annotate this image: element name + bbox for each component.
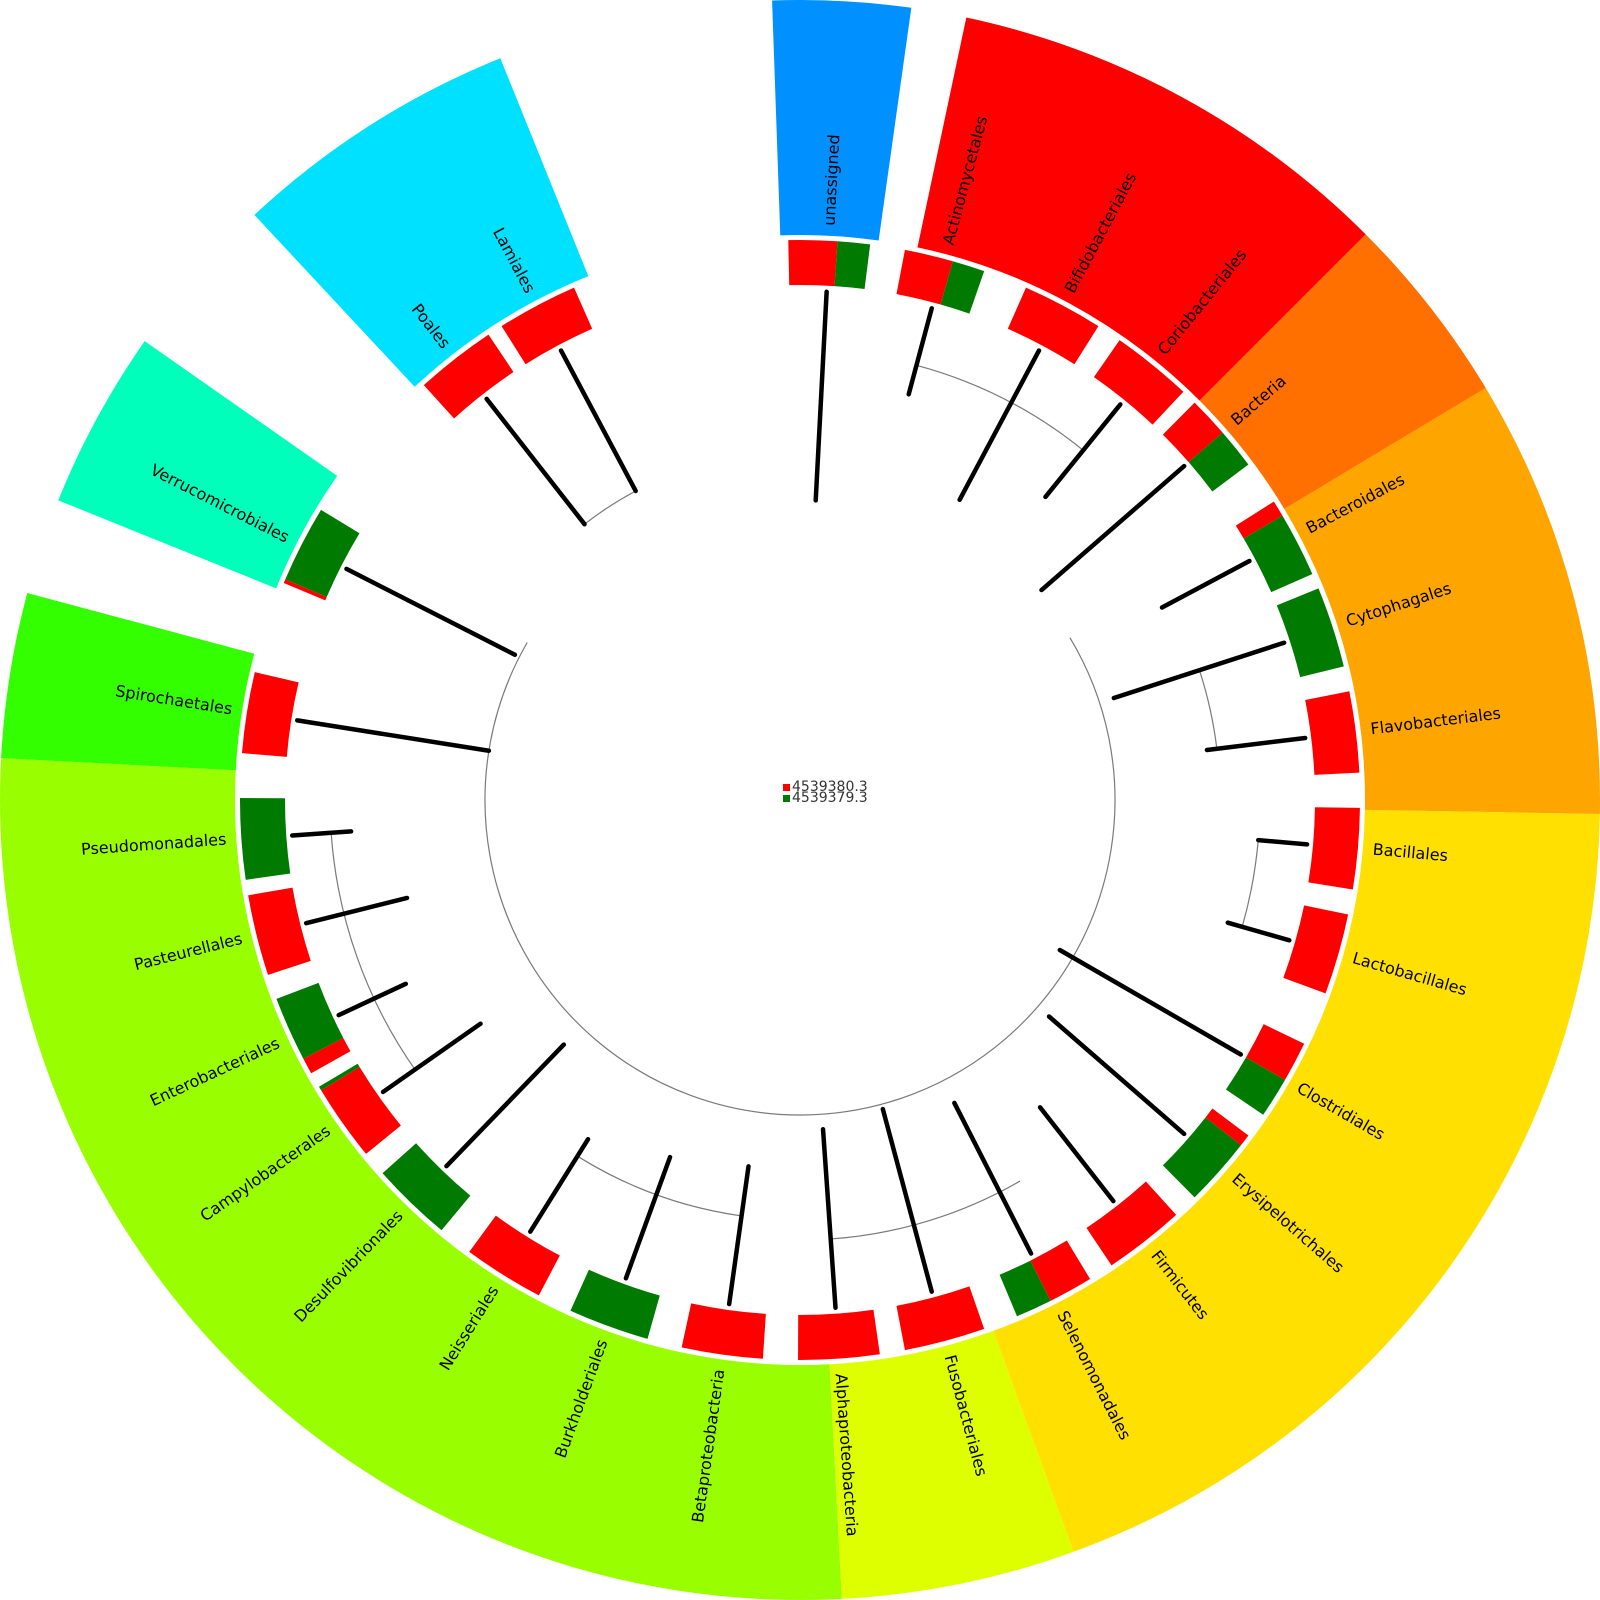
branch-enterobacteriales bbox=[336, 981, 409, 1018]
plants-arc bbox=[584, 490, 636, 525]
branch-layer bbox=[289, 289, 1310, 1311]
bar-burkholderiales-sample-2 bbox=[570, 1269, 660, 1339]
branch-desulfovibrionales bbox=[444, 1042, 567, 1169]
root-arc bbox=[484, 637, 1116, 1116]
bar-flavobacteriales-sample-1 bbox=[1305, 691, 1360, 775]
group-band-spirochaetes bbox=[1, 592, 255, 771]
branch-burkholderiales bbox=[623, 1154, 673, 1281]
bar-enterobacteriales-sample-2 bbox=[276, 982, 344, 1059]
branch-bifidobacteriales bbox=[957, 348, 1042, 503]
branch-bacteria bbox=[1039, 463, 1187, 593]
branch-selenomonadales bbox=[952, 1100, 1034, 1256]
branch-verrucomicrobiales bbox=[344, 566, 518, 657]
branch-lamiales bbox=[558, 348, 638, 494]
branch-coriobacteriales bbox=[1043, 402, 1123, 500]
group-band-unassigned-clade bbox=[772, 0, 912, 241]
branch-actinomycetales bbox=[906, 306, 934, 397]
group-band-fusobacteria bbox=[829, 1330, 1074, 1599]
bar-actinomycetales-sample-2 bbox=[940, 261, 985, 314]
group-band-actinobacteria bbox=[917, 17, 1366, 401]
bar-pseudomonadales-sample-2 bbox=[240, 798, 291, 880]
bar-bacteroidales-sample-2 bbox=[1243, 515, 1313, 593]
bar-erysipelotrichales-sample-1 bbox=[1205, 1108, 1249, 1146]
branch-betaproteobacteria bbox=[726, 1164, 751, 1307]
bar-campylobacterales-sample-1 bbox=[321, 1066, 401, 1154]
bar-lactobacillales-sample-1 bbox=[1283, 905, 1349, 994]
bar-spirochaetales-sample-1 bbox=[241, 672, 299, 757]
sample-legend: 4539380.3 4539379.3 bbox=[783, 779, 868, 806]
bacteroidetes-arc bbox=[1198, 670, 1218, 749]
branch-fusobacteriales bbox=[880, 1106, 934, 1294]
bar-bacteria-sample-2 bbox=[1188, 432, 1249, 492]
branch-unassigned bbox=[813, 289, 829, 503]
bar-lamiales-sample-1 bbox=[501, 287, 593, 365]
bar-bifidobacteriales-sample-1 bbox=[1007, 287, 1099, 365]
group-band-bacteroidetes bbox=[1284, 387, 1600, 814]
bar-verrucomicrobiales-sample-1 bbox=[283, 579, 327, 601]
bar-firmicutes-sample-1 bbox=[1086, 1181, 1177, 1266]
abundance-bar-layer bbox=[240, 240, 1360, 1360]
bar-bacteroidales-sample-1 bbox=[1235, 501, 1283, 539]
bar-unassigned-sample-1 bbox=[788, 240, 838, 287]
branch-cytophagales bbox=[1111, 640, 1287, 701]
branch-poales bbox=[484, 396, 587, 527]
bar-campylobacterales-sample-2 bbox=[318, 1063, 360, 1091]
bar-clostridiales-sample-2 bbox=[1225, 1057, 1285, 1115]
bar-actinomycetales-sample-1 bbox=[896, 249, 953, 305]
branch-alphaproteobacteria bbox=[820, 1126, 838, 1311]
branch-spirochaetales bbox=[295, 718, 492, 753]
group-band-firmicutes bbox=[993, 809, 1600, 1552]
bar-selenomonadales-sample-2 bbox=[999, 1260, 1051, 1317]
legend-swatch-sample-1 bbox=[783, 784, 790, 791]
bar-pasteurellales-sample-1 bbox=[248, 887, 311, 975]
firmicutes-arc bbox=[830, 1180, 1021, 1240]
branch-lactobacillales bbox=[1225, 920, 1292, 943]
branch-firmicutes bbox=[1037, 1105, 1116, 1204]
bar-erysipelotrichales-sample-2 bbox=[1162, 1117, 1241, 1198]
bar-betaproteobacteria-sample-1 bbox=[681, 1303, 766, 1359]
bar-cytophagales-sample-2 bbox=[1276, 588, 1344, 678]
bar-unassigned-sample-2 bbox=[834, 241, 871, 290]
legend-label-sample-1: 4539380.3 bbox=[792, 779, 868, 795]
actinobacteria-arc bbox=[916, 364, 1084, 451]
branch-neisseriales bbox=[528, 1136, 591, 1234]
bar-selenomonadales-sample-1 bbox=[1030, 1240, 1091, 1301]
branch-erysipelotrichales bbox=[1046, 1014, 1187, 1137]
bar-fusobacteriales-sample-1 bbox=[896, 1286, 985, 1351]
bar-neisseriales-sample-1 bbox=[469, 1215, 560, 1296]
branch-bacillales bbox=[1255, 837, 1310, 847]
branch-pasteurellales bbox=[303, 895, 410, 926]
group-band-verrucomicrobia bbox=[58, 341, 338, 589]
leaf-label-unassigned: unassigned bbox=[820, 134, 844, 226]
bar-alphaproteobacteria-sample-1 bbox=[798, 1309, 880, 1360]
bar-bacteria-sample-1 bbox=[1162, 402, 1223, 463]
branch-flavobacteriales bbox=[1204, 735, 1308, 753]
group-band-plants-clade bbox=[254, 58, 589, 387]
bar-enterobacteriales-sample-1 bbox=[303, 1037, 351, 1074]
branch-campylobacterales bbox=[380, 1021, 483, 1095]
bar-poales-sample-1 bbox=[423, 334, 514, 419]
group-band-proteobacteria bbox=[0, 758, 842, 1600]
bar-desulfovibrionales-sample-2 bbox=[382, 1143, 471, 1231]
branch-pseudomonadales bbox=[289, 829, 354, 838]
bacilli-arc bbox=[1241, 840, 1259, 927]
branch-clostridiales bbox=[1057, 947, 1244, 1057]
bar-bacillales-sample-1 bbox=[1308, 807, 1360, 890]
gammaproteobacteria-arc bbox=[330, 832, 416, 1070]
bar-clostridiales-sample-1 bbox=[1246, 1024, 1305, 1080]
bar-coriobacteriales-sample-1 bbox=[1093, 340, 1184, 425]
group-band-bacteria-root bbox=[1199, 234, 1486, 510]
bar-verrucomicrobiales-sample-2 bbox=[285, 509, 360, 597]
legend-swatch-sample-2 bbox=[783, 795, 790, 802]
branch-bacteroidales bbox=[1159, 558, 1252, 610]
legend-label-sample-2: 4539379.3 bbox=[792, 790, 868, 806]
